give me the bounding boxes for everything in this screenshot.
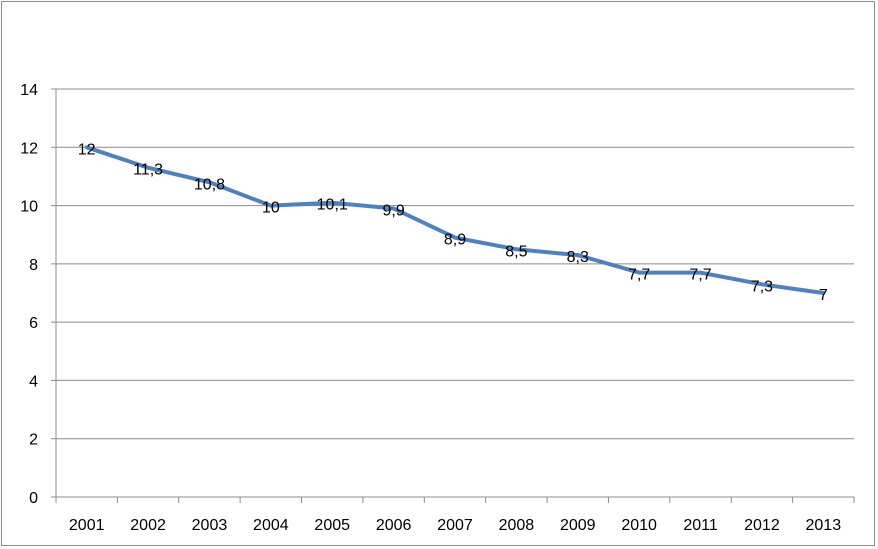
data-label: 7,3 — [751, 278, 773, 295]
axes — [51, 88, 854, 498]
y-tick-label: 6 — [29, 315, 38, 332]
data-label: 11,3 — [133, 162, 163, 179]
data-label: 8,3 — [567, 249, 589, 266]
y-tick-label: 12 — [20, 140, 38, 157]
x-tick-label: 2001 — [69, 517, 105, 534]
data-label: 8,9 — [444, 232, 466, 249]
x-tick-label: 2005 — [314, 517, 350, 534]
y-tick-label: 2 — [29, 432, 38, 449]
x-tick-label: 2011 — [683, 517, 718, 534]
series-line — [84, 145, 826, 295]
x-tick-labels: 2001 2002 2003 2004 2005 2006 2007 2008 2009 2010… — [69, 517, 841, 534]
gridlines — [56, 88, 854, 440]
data-label: 8,5 — [505, 243, 527, 260]
series — [84, 145, 826, 295]
y-tick-labels: 0 2 4 6 8 10 12 14 — [20, 82, 38, 507]
x-tick-label: 2008 — [499, 517, 535, 534]
data-label: 7,7 — [628, 267, 650, 284]
data-label: 12 — [78, 141, 96, 158]
x-ticks — [55, 497, 855, 503]
x-tick-label: 2010 — [621, 517, 657, 534]
data-label: 7,7 — [689, 267, 711, 284]
y-tick-label: 8 — [29, 257, 38, 274]
x-tick-label: 2013 — [806, 517, 842, 534]
x-tick-label: 2002 — [130, 517, 166, 534]
x-tick-label: 2006 — [376, 517, 412, 534]
data-label: 7 — [819, 287, 828, 304]
y-tick-label: 0 — [29, 490, 38, 507]
data-label: 9,9 — [382, 202, 404, 219]
data-labels: 12 11,3 10,8 10 10,1 9,9 8,9 8,5 8,3 7,7 7,7 7,3 7 — [78, 141, 828, 304]
x-tick-label: 2012 — [744, 517, 780, 534]
y-tick-label: 10 — [20, 199, 38, 216]
x-tick-label: 2004 — [253, 517, 289, 534]
y-tick-label: 4 — [29, 373, 38, 390]
x-tick-label: 2007 — [437, 517, 473, 534]
x-tick-label: 2003 — [192, 517, 228, 534]
data-label: 10 — [262, 200, 280, 217]
x-tick-label: 2009 — [560, 517, 596, 534]
data-label: 10,1 — [317, 197, 348, 214]
data-label: 10,8 — [194, 176, 225, 193]
y-tick-label: 14 — [20, 82, 38, 99]
